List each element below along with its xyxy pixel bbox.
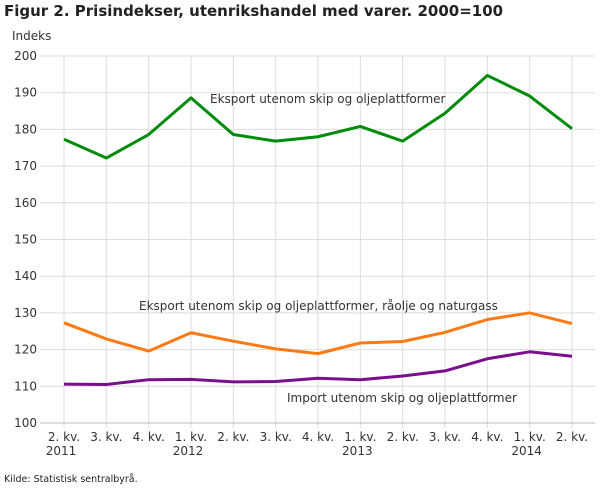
x-tick-label: 2. kv. (387, 430, 419, 444)
series-label: Eksport utenom skip og oljeplattformer (210, 92, 446, 106)
x-tick-label: 4. kv. (471, 430, 503, 444)
x-tick-year: 2012 (173, 444, 204, 458)
series-label: Import utenom skip og oljeplattformer (287, 391, 517, 405)
x-tick-label: 3. kv. (429, 430, 461, 444)
y-tick-label: 180 (14, 122, 37, 136)
x-tick-label: 1. kv. (344, 430, 376, 444)
chart-title: Figur 2. Prisindekser, utenrikshandel me… (4, 2, 504, 20)
y-tick-label: 150 (14, 233, 37, 247)
x-tick-year: 2011 (46, 444, 77, 458)
y-tick-label: 200 (14, 49, 37, 63)
series-label: Eksport utenom skip og oljeplattformer, … (139, 299, 498, 313)
y-axis-label: Indeks (12, 29, 51, 43)
x-tick-year: 2013 (342, 444, 373, 458)
x-tick-label: 2. kv. (217, 430, 249, 444)
y-tick-label: 170 (14, 159, 37, 173)
y-tick-label: 120 (14, 343, 37, 357)
x-tick-label: 4. kv. (302, 430, 334, 444)
x-tick-label: 1. kv. (514, 430, 546, 444)
y-tick-label: 140 (14, 269, 37, 283)
y-tick-label: 100 (14, 416, 37, 430)
x-tick-label: 2. kv. (48, 430, 80, 444)
y-tick-label: 190 (14, 86, 37, 100)
x-tick-label: 4. kv. (133, 430, 165, 444)
y-tick-label: 160 (14, 196, 37, 210)
x-tick-year: 2014 (511, 444, 542, 458)
x-tick-label: 3. kv. (260, 430, 292, 444)
x-tick-label: 3. kv. (90, 430, 122, 444)
y-tick-label: 130 (14, 306, 37, 320)
x-tick-label: 1. kv. (175, 430, 207, 444)
x-tick-label: 2. kv. (556, 430, 588, 444)
source-note: Kilde: Statistisk sentralbyrå. (4, 474, 138, 485)
y-tick-label: 110 (14, 379, 37, 393)
